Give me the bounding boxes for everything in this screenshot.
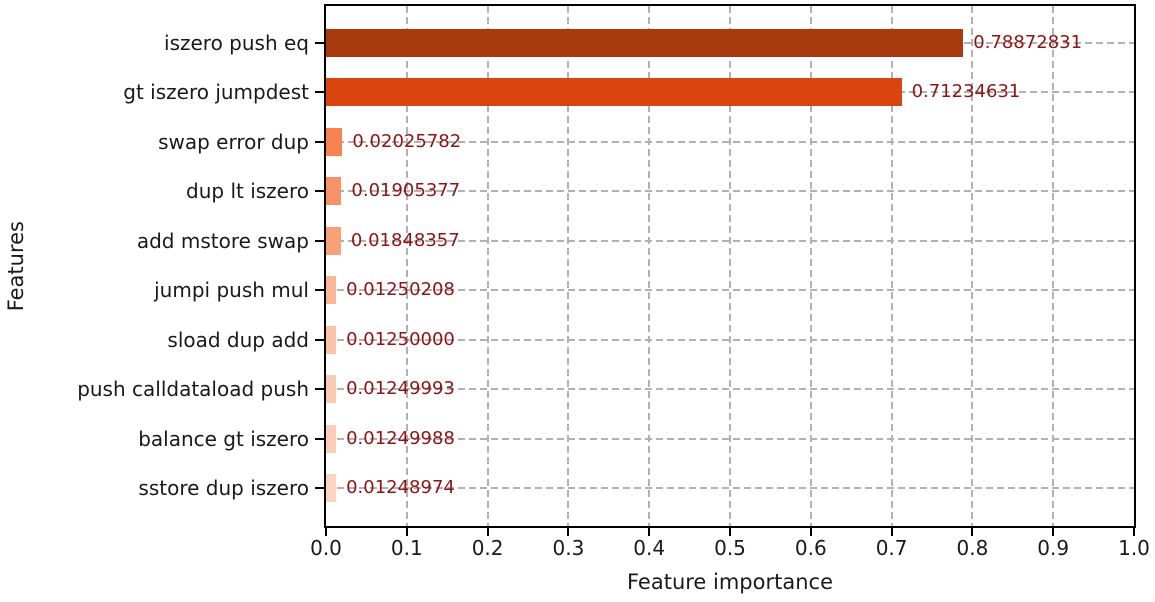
x-tick: [890, 528, 893, 536]
v-gridline: [486, 6, 489, 526]
v-gridline: [809, 6, 812, 526]
bar: [326, 325, 337, 354]
x-tick-label: 0.4: [633, 536, 666, 560]
x-tick-label: 0.9: [1037, 536, 1070, 560]
x-tick-label: 0.7: [875, 536, 908, 560]
bar: [326, 127, 343, 156]
bar: [326, 474, 337, 503]
v-gridline: [729, 6, 731, 526]
y-tick-label: balance gt iszero: [138, 426, 309, 451]
y-tick: [315, 190, 324, 193]
x-tick: [567, 528, 570, 536]
y-tick-label: dup lt iszero: [186, 179, 309, 204]
bar: [326, 78, 902, 107]
y-tick-label: swap error dup: [158, 129, 309, 154]
x-tick: [971, 528, 974, 536]
x-tick-label: 0.1: [390, 536, 423, 560]
x-tick: [405, 528, 408, 536]
bar: [326, 375, 337, 404]
h-gridline: [326, 388, 1134, 391]
x-axis-title: Feature importance: [626, 570, 833, 594]
v-gridline: [890, 6, 893, 526]
bar: [326, 177, 342, 206]
bar-value-label: 0.01248974: [346, 477, 455, 499]
v-gridline: [405, 6, 408, 526]
h-gridline: [326, 437, 1134, 440]
bar-value-label: 0.78872831: [973, 32, 1083, 53]
bar: [326, 29, 964, 57]
x-tick-label: 0.8: [956, 536, 989, 560]
x-tick: [486, 528, 489, 536]
x-tick: [325, 528, 327, 536]
x-tick-label: 0.3: [552, 536, 585, 560]
v-gridline: [1052, 6, 1055, 526]
y-tick-label: jumpi push mul: [154, 278, 309, 303]
x-tick: [648, 528, 651, 536]
bar-value-label: 0.01848357: [350, 229, 460, 251]
bar: [326, 226, 341, 255]
y-tick: [315, 487, 324, 490]
y-tick: [315, 388, 324, 391]
h-gridline: [326, 289, 1134, 292]
y-tick: [315, 437, 324, 440]
x-tick-label: 0.0: [310, 536, 342, 560]
y-tick-label: iszero push eq: [164, 31, 309, 55]
bar-value-label: 0.01249988: [346, 427, 455, 449]
y-tick-label: push calldataload push: [77, 377, 309, 402]
bar-value-label: 0.01249993: [346, 378, 455, 400]
h-gridline: [326, 338, 1134, 341]
x-tick-label: 0.6: [794, 536, 827, 560]
y-tick-label: sstore dup iszero: [138, 476, 309, 501]
y-tick: [315, 91, 324, 94]
x-tick: [1052, 528, 1055, 536]
y-tick: [315, 239, 324, 242]
plot-area: 0.78872831 0.71234631 0.02025782 0.01905377…: [324, 4, 1136, 528]
bar: [326, 276, 337, 305]
bar: [326, 424, 337, 453]
bar-value-label: 0.01250208: [346, 279, 455, 301]
y-tick: [315, 338, 324, 341]
bar-value-label: 0.01250000: [346, 328, 455, 350]
bar-value-label: 0.02025782: [352, 130, 462, 152]
y-tick-label: gt iszero jumpdest: [123, 80, 309, 105]
y-tick-label: sload dup add: [167, 327, 309, 352]
y-tick: [315, 42, 324, 44]
x-tick-label: 1.0: [1118, 536, 1150, 560]
x-tick: [1133, 528, 1135, 536]
v-gridline: [567, 6, 570, 526]
h-gridline: [326, 239, 1134, 242]
h-gridline: [326, 190, 1134, 193]
x-tick-label: 0.2: [471, 536, 504, 560]
x-tick-label: 0.5: [714, 536, 746, 560]
y-tick: [315, 289, 324, 292]
x-tick: [729, 528, 731, 536]
h-gridline: [326, 487, 1134, 490]
x-tick: [809, 528, 812, 536]
bar-value-label: 0.71234631: [911, 81, 1021, 103]
y-tick: [315, 140, 324, 143]
bar-value-label: 0.01905377: [351, 180, 461, 202]
h-gridline: [326, 140, 1134, 143]
v-gridline: [648, 6, 651, 526]
v-gridline: [971, 6, 974, 526]
y-tick-label: add mstore swap: [136, 228, 309, 253]
